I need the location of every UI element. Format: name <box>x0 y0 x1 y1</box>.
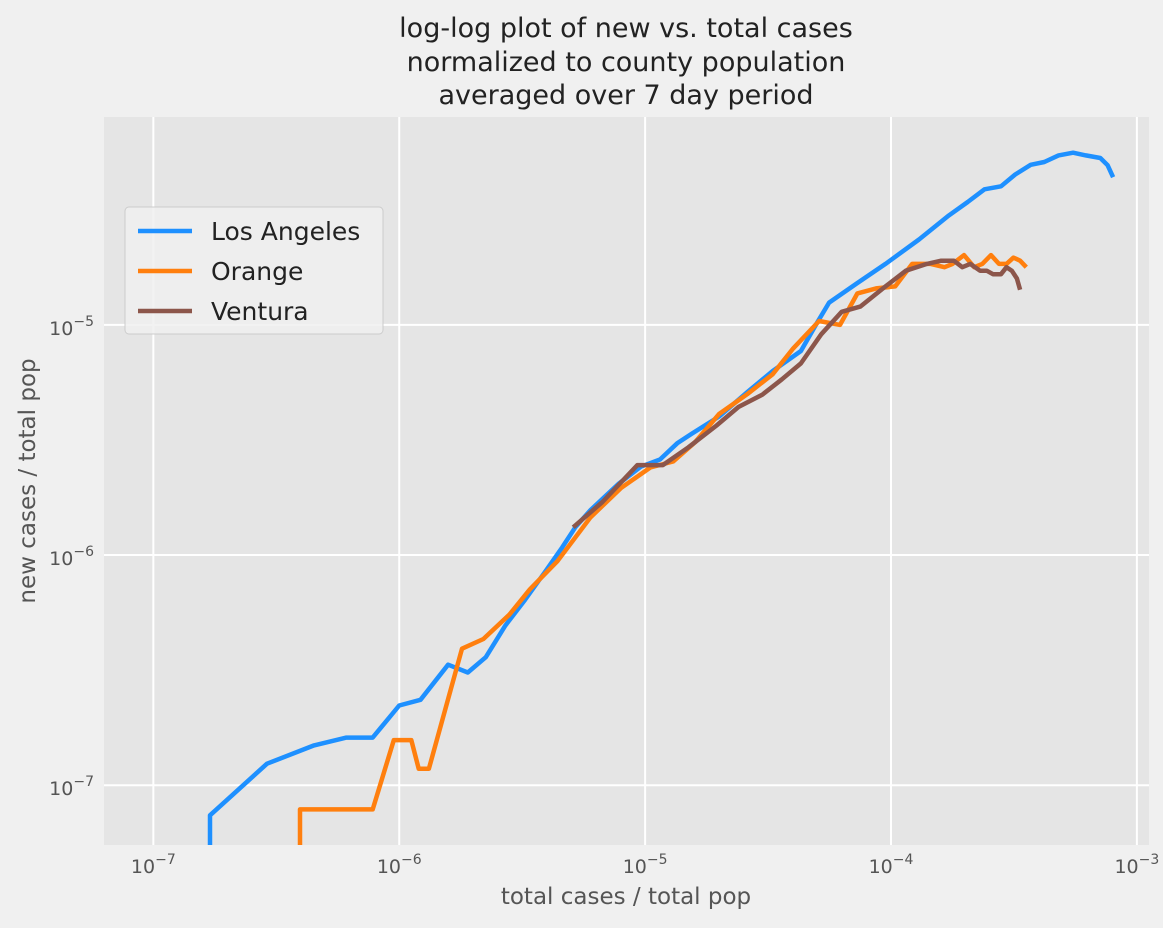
legend-box <box>124 206 384 335</box>
x-tick-label: 10−4 <box>869 852 914 878</box>
chart-title-line-3: averaged over 7 day period <box>438 80 813 111</box>
legend: Los Angeles Orange Ventura <box>124 206 384 335</box>
y-tick-label: 10−5 <box>49 314 94 340</box>
x-tick-labels: 10−7 10−6 10−5 10−4 10−3 <box>131 852 1159 878</box>
legend-label-ventura: Ventura <box>211 297 309 326</box>
y-tick-label: 10−7 <box>49 774 94 800</box>
legend-label-los-angeles: Los Angeles <box>211 217 360 246</box>
chart-title: log-log plot of new vs. total cases norm… <box>399 13 853 111</box>
x-tick-label: 10−7 <box>131 852 176 878</box>
y-tick-labels: 10−7 10−6 10−5 <box>49 314 94 800</box>
series-line-los-angeles <box>207 150 1116 845</box>
legend-label-orange: Orange <box>211 257 303 286</box>
x-tick-label: 10−6 <box>377 852 422 878</box>
chart-title-line-1: log-log plot of new vs. total cases <box>399 13 853 44</box>
chart-title-line-2: normalized to county population <box>407 47 846 78</box>
series-lines <box>207 150 1116 845</box>
x-tick-label: 10−5 <box>623 852 668 878</box>
x-axis-label: total cases / total pop <box>501 884 751 910</box>
y-axis-label: new cases / total pop <box>15 358 41 603</box>
series-line-ventura <box>571 258 1023 530</box>
y-tick-label: 10−6 <box>49 544 94 570</box>
x-tick-label: 10−3 <box>1114 852 1159 878</box>
